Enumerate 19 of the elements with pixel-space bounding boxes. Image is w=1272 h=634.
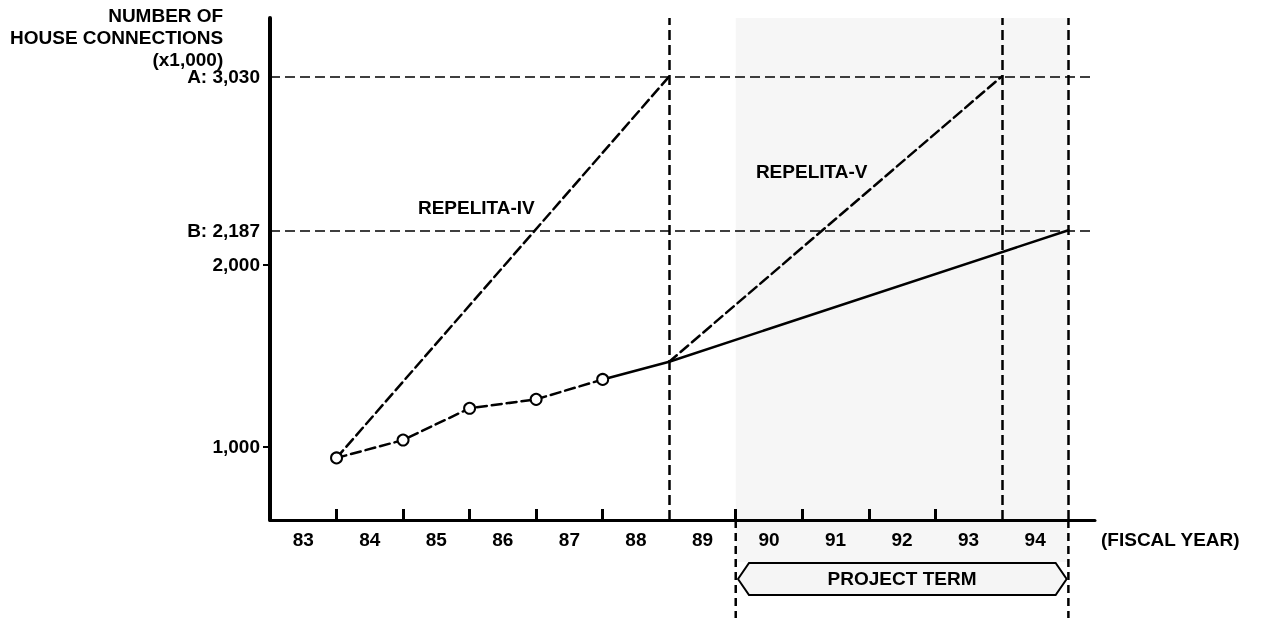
series-label: REPELITA-V [755,160,868,182]
ref-line-label: B: 2,187 [187,219,260,241]
series-label: REPELITA-IV [417,197,536,219]
x-tick-label: 94 [1024,529,1047,550]
band-label: PROJECT TERM [826,568,978,589]
x-tick-label: 92 [891,529,913,550]
x-tick-label: 86 [492,529,514,550]
x-tick-label: 84 [359,529,381,550]
x-axis-title: (FISCAL YEAR) [1101,529,1240,550]
x-tick-label: 88 [625,529,647,550]
x-tick-label: 87 [558,529,580,550]
x-tick-label: 93 [958,529,980,550]
x-tick-label: 85 [425,529,448,550]
y-tick-label: 1,000 [212,436,260,458]
x-tick-label: 89 [691,529,714,550]
y-tick-label: 2,000 [212,253,260,275]
x-tick-label: 83 [292,529,314,550]
x-tick-label: 91 [824,529,847,550]
x-tick-label: 90 [758,529,780,550]
